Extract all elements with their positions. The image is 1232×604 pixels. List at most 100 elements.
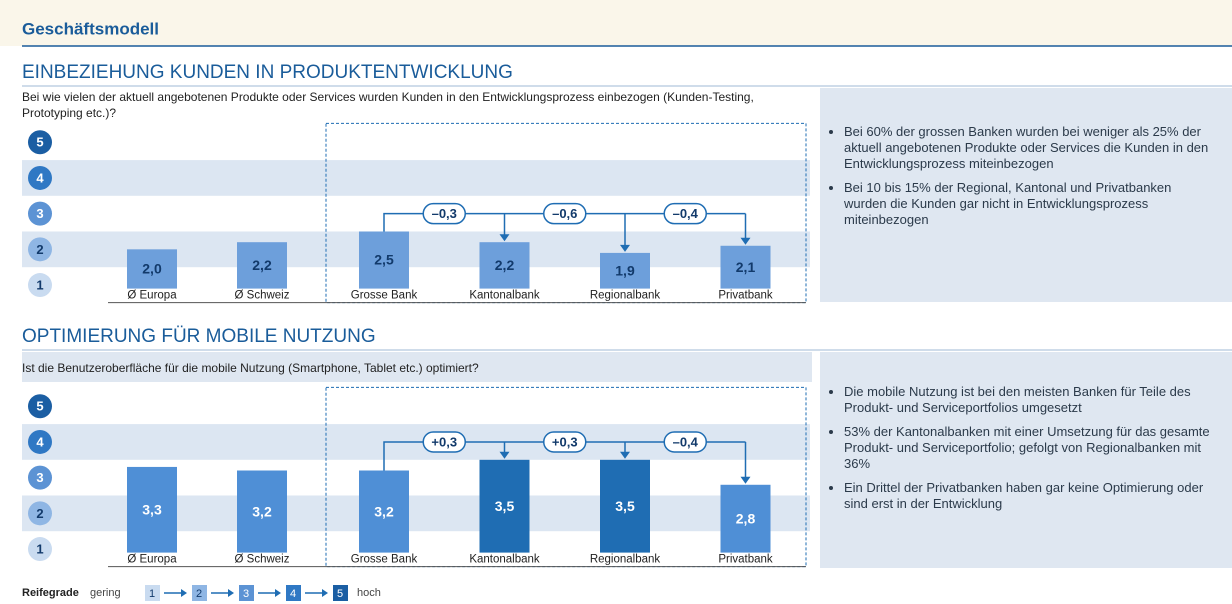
- difference-label: –0,6: [552, 206, 577, 221]
- x-tick-label: Ø Schweiz: [235, 554, 290, 566]
- arrow-head: [620, 451, 630, 459]
- level-band: [22, 160, 810, 196]
- value-label: 3,5: [615, 498, 635, 514]
- notes-panel: [820, 88, 1232, 302]
- value-label: 2,1: [736, 259, 756, 275]
- question-band: [22, 352, 812, 382]
- bullet: Bei 10 bis 15% der Regional, Kantonal un…: [844, 180, 1214, 228]
- level-marker: [28, 130, 52, 155]
- x-tick-label: Grosse Bank: [351, 290, 418, 302]
- arrow-head: [740, 237, 751, 245]
- level-marker: [28, 501, 52, 526]
- level-marker: [28, 537, 52, 562]
- group-frame: [325, 386, 807, 568]
- legend-level: 1: [149, 588, 155, 600]
- difference-label: –0,3: [432, 206, 457, 221]
- bar: [600, 252, 650, 289]
- difference-pill: [422, 202, 466, 225]
- difference-label: +0,3: [552, 434, 578, 449]
- legend-level: 4: [290, 588, 296, 600]
- bullet-list: Die mobile Nutzung ist bei den meisten B…: [830, 384, 1214, 520]
- value-label: 3,5: [495, 498, 515, 514]
- legend-swatch: [239, 585, 254, 601]
- x-tick-label: Privatbank: [718, 554, 773, 566]
- level-marker: [28, 394, 52, 419]
- bullet: Bei 60% der grossen Banken wurden bei we…: [844, 124, 1214, 172]
- legend-arrow-head: [181, 589, 187, 597]
- bar: [600, 459, 650, 553]
- legend-level: 5: [337, 588, 343, 600]
- x-tick-label: Kantonalbank: [469, 554, 540, 566]
- bar: [720, 245, 771, 289]
- bar: [359, 231, 409, 289]
- x-tick-label: Privatbank: [718, 290, 773, 302]
- value-label: 3,3: [142, 501, 162, 517]
- bar: [237, 470, 287, 553]
- bar: [237, 242, 287, 289]
- legend-swatch: [333, 585, 348, 601]
- value-label: 2,0: [142, 261, 162, 277]
- page-title: Geschäftsmodell: [22, 19, 159, 38]
- difference-pill: [422, 431, 466, 453]
- arrow-head: [499, 451, 510, 459]
- y-tick-label: 3: [36, 470, 43, 485]
- value-label: 3,2: [252, 503, 272, 519]
- x-tick-label: Grosse Bank: [351, 554, 418, 566]
- legend-level: 3: [243, 588, 249, 600]
- bar: [359, 470, 409, 553]
- question: Bei wie vielen der aktuell angebotenen P…: [22, 90, 754, 120]
- value-label: 2,2: [252, 257, 272, 273]
- bullet: Die mobile Nutzung ist bei den meisten B…: [844, 384, 1214, 416]
- y-tick-label: 3: [36, 206, 43, 221]
- header-band: [0, 0, 1232, 46]
- x-tick-label: Ø Schweiz: [235, 290, 290, 302]
- section-title: EINBEZIEHUNG KUNDEN IN PRODUKTENTWICKLUN…: [22, 62, 513, 83]
- y-tick-label: 5: [36, 135, 43, 150]
- legend-low: gering: [90, 587, 121, 599]
- notes-panel: [820, 352, 1232, 568]
- value-label: 2,2: [495, 257, 515, 273]
- difference-label: +0,3: [431, 434, 457, 449]
- difference-label: –0,4: [673, 434, 699, 449]
- level-marker: [28, 237, 52, 262]
- level-marker: [28, 165, 52, 190]
- legend-arrow-head: [322, 589, 328, 597]
- y-tick-label: 4: [36, 170, 44, 185]
- bar: [127, 466, 177, 553]
- legend-level: 2: [196, 588, 202, 600]
- bullet: 53% der Kantonalbanken mit einer Umsetzu…: [844, 424, 1214, 472]
- x-tick-label: Ø Europa: [127, 554, 177, 566]
- arrow-head: [740, 476, 751, 484]
- x-tick-label: Kantonalbank: [469, 290, 540, 302]
- difference-pill: [543, 202, 587, 225]
- value-label: 3,2: [374, 503, 394, 519]
- y-tick-label: 4: [36, 434, 44, 449]
- y-tick-label: 2: [36, 506, 43, 521]
- value-label: 2,5: [374, 252, 394, 268]
- bullet: Ein Drittel der Privatbanken haben gar k…: [844, 480, 1214, 512]
- bar: [479, 459, 530, 553]
- legend-swatch: [192, 585, 207, 601]
- legend-swatch: [286, 585, 301, 601]
- arrow-head: [499, 234, 510, 242]
- difference-pill: [663, 431, 707, 453]
- difference-pill: [543, 431, 587, 453]
- y-tick-label: 5: [36, 399, 43, 414]
- x-tick-label: Regionalbank: [590, 554, 661, 566]
- y-tick-label: 1: [36, 541, 43, 556]
- bar: [127, 249, 177, 289]
- legend-title: Reifegrade: [22, 587, 79, 599]
- legend-swatch: [145, 585, 160, 601]
- level-marker: [28, 273, 52, 298]
- section-title: OPTIMIERUNG FÜR MOBILE NUTZUNG: [22, 326, 376, 347]
- level-marker: [28, 201, 52, 226]
- level-marker: [28, 465, 52, 490]
- bullet-list: Bei 60% der grossen Banken wurden bei we…: [830, 124, 1214, 236]
- y-tick-label: 1: [36, 277, 43, 292]
- value-label: 2,8: [736, 510, 756, 526]
- value-label: 1,9: [615, 262, 635, 278]
- x-tick-label: Regionalbank: [590, 290, 661, 302]
- difference-label: –0,4: [673, 206, 699, 221]
